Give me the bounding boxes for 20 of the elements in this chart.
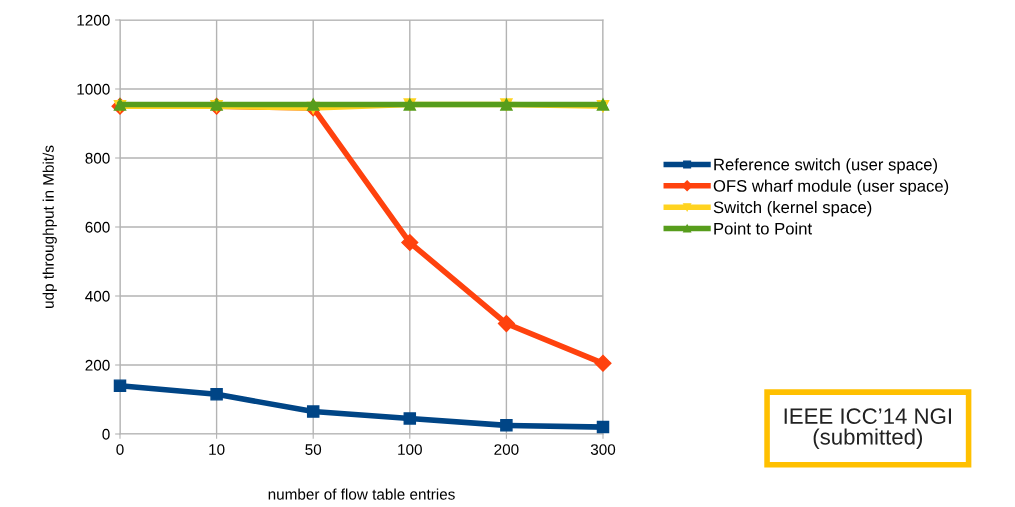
x-tick-label: 10: [209, 444, 225, 455]
y-tick-label: 0: [102, 428, 110, 440]
legend-label: Point to Point: [714, 222, 812, 235]
x-axis-title: number of flow table entries: [268, 488, 455, 500]
text: IEEE ICC’14 NGI (submitted): [784, 408, 951, 450]
legend-label: OFS wharf module (user space): [713, 179, 949, 196]
y-tick-label: 400: [85, 290, 110, 302]
y-tick-label: 1000: [77, 83, 110, 95]
x-tick-label: 300: [590, 444, 616, 455]
y-tick-label: 800: [85, 152, 110, 164]
legend-label: Switch (kernel space): [713, 200, 872, 217]
y-tick-label: 600: [85, 221, 110, 233]
legend-label: Reference switch (user space): [714, 158, 938, 174]
y-axis-title: udp throughput in Mbit/s: [42, 145, 57, 308]
y-tick-label: 200: [85, 359, 110, 371]
x-tick-label: 0: [116, 444, 124, 455]
y-tick-label: 1200: [77, 14, 110, 26]
x-tick-label: 200: [494, 444, 519, 455]
x-tick-label: 50: [305, 444, 322, 455]
x-tick-label: 100: [398, 444, 422, 455]
